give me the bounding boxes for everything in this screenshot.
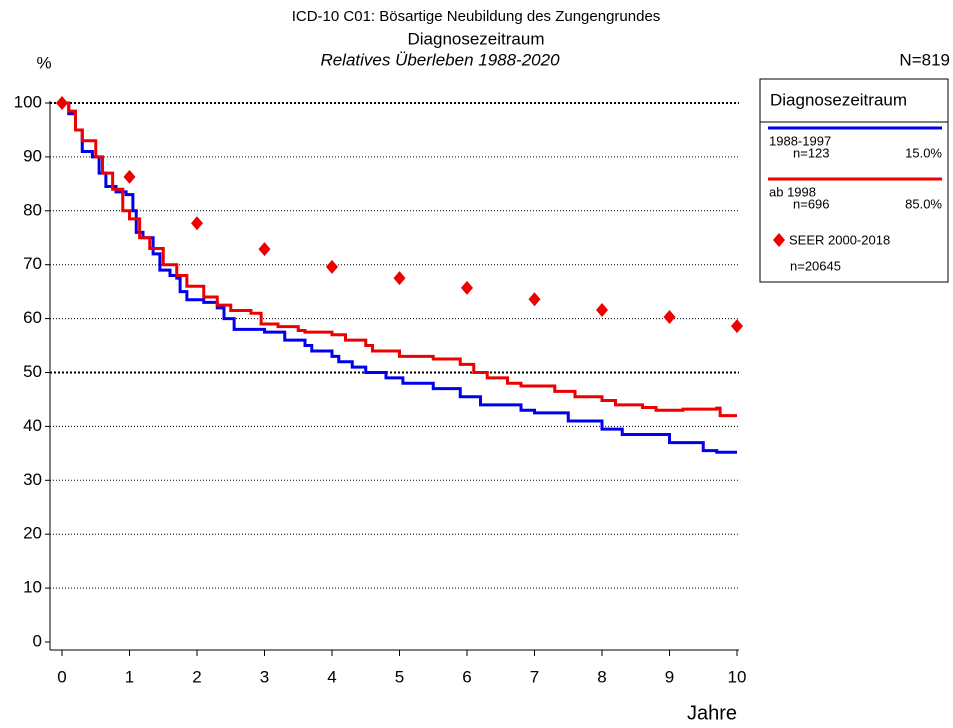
legend-n: n=20645 <box>790 258 841 273</box>
seer-point <box>528 292 541 307</box>
x-tick-label: 3 <box>260 667 269 686</box>
seer-point <box>393 271 406 286</box>
y-tick-label: 90 <box>23 146 42 165</box>
x-tick-label: 10 <box>728 667 747 686</box>
legend-share: 15.0% <box>905 145 942 160</box>
y-tick-label: 0 <box>33 631 42 650</box>
seer-point <box>258 242 271 257</box>
y-tick-label: 80 <box>23 200 42 219</box>
x-tick-label: 5 <box>395 667 404 686</box>
seer-point <box>123 169 136 184</box>
legend-label: 1988-1997 <box>769 133 831 148</box>
y-tick-label: 20 <box>23 524 42 543</box>
y-tick-label: 50 <box>23 362 42 381</box>
x-tick-label: 8 <box>597 667 606 686</box>
total-n: N=819 <box>899 50 950 69</box>
seer-point <box>326 259 338 274</box>
legend-label: ab 1998 <box>769 184 816 199</box>
legend-label: SEER 2000-2018 <box>789 232 890 247</box>
y-tick-label: 40 <box>23 416 42 435</box>
x-tick-label: 1 <box>125 667 134 686</box>
x-tick-label: 7 <box>530 667 539 686</box>
y-tick-label: 10 <box>23 578 42 597</box>
seer-point <box>191 216 203 231</box>
x-tick-label: 9 <box>665 667 674 686</box>
legend-n: n=696 <box>793 196 830 211</box>
y-tick-label: 100 <box>14 92 42 111</box>
seer-point <box>731 319 743 334</box>
survival-line <box>62 101 737 418</box>
legend-share: 85.0% <box>905 196 942 211</box>
x-tick-label: 6 <box>462 667 471 686</box>
chart-subtitle: Relatives Überleben 1988-2020 <box>320 50 560 69</box>
y-tick-label: 70 <box>23 254 42 273</box>
seer-point <box>461 280 473 295</box>
x-tick-label: 0 <box>57 667 66 686</box>
y-tick-label: 60 <box>23 308 42 327</box>
legend-swatch <box>773 233 785 247</box>
legend-title: Diagnosezeitraum <box>770 90 907 109</box>
x-axis-label: Jahre <box>687 702 737 724</box>
seer-point <box>596 302 608 317</box>
legend-n: n=123 <box>793 145 830 160</box>
survival-line <box>62 101 737 454</box>
y-axis-label: % <box>36 53 51 72</box>
x-tick-label: 2 <box>192 667 201 686</box>
seer-point <box>663 309 676 324</box>
chart-title: ICD-10 C01: Bösartige Neubildung des Zun… <box>292 8 661 25</box>
seer-point <box>56 96 68 110</box>
x-tick-label: 4 <box>327 667 336 686</box>
y-tick-label: 30 <box>23 470 42 489</box>
chart-subtitle: Diagnosezeitraum <box>407 29 544 48</box>
